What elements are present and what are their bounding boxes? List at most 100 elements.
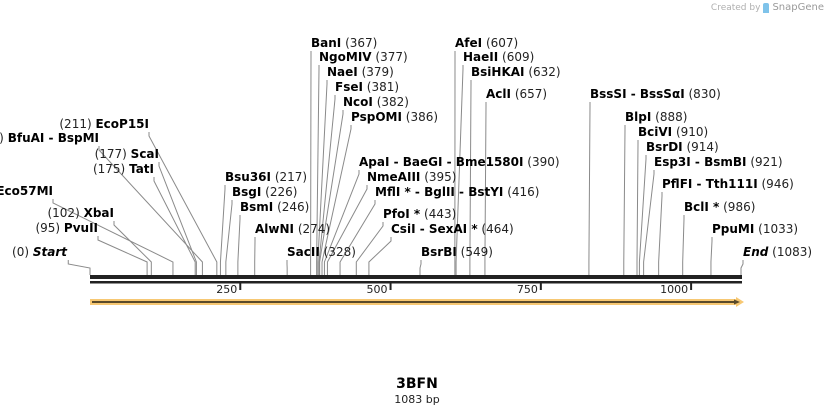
site-connector-line (643, 170, 655, 275)
site-label[interactable]: BsrDI (914) (646, 140, 719, 154)
site-label[interactable]: (0) Start (12, 245, 68, 259)
feature-arrow[interactable] (90, 297, 744, 307)
enzyme-name: BsmI (240, 200, 273, 214)
site-label[interactable]: End (1083) (743, 245, 812, 259)
site-connector-line (319, 110, 344, 275)
site-label[interactable]: Bsu36I (217) (225, 170, 307, 184)
site-label[interactable]: AclI (657) (486, 87, 547, 101)
site-position: (416) (507, 185, 539, 199)
sequence-name: 3BFN (396, 376, 438, 392)
enzyme-name: Esp3I - BsmBI (654, 155, 746, 169)
site-label[interactable]: NmeAIII (395) (367, 170, 456, 184)
site-label[interactable]: BsiHKAI (632) (471, 65, 561, 79)
site-label[interactable]: (138) BpmI - Eco57MI (0, 184, 53, 198)
site-position: (211) (59, 117, 91, 131)
site-label[interactable]: BciVI (910) (638, 125, 708, 139)
enzyme-name: ScaI (131, 147, 159, 161)
enzyme-name: SacII (287, 245, 320, 259)
enzyme-name: TatI (129, 162, 154, 176)
site-label[interactable]: BssSI - BssSαI (830) (590, 87, 721, 101)
site-label[interactable]: PflFI - Tth111I (946) (662, 177, 794, 191)
enzyme-name: XbaI (84, 206, 114, 220)
site-label[interactable]: (95) PvuII (35, 221, 98, 235)
site-label[interactable]: PfoI * (443) (383, 207, 456, 221)
ruler-ticks: 250 500 750 1000 (216, 283, 693, 296)
site-label[interactable]: NgoMIV (377) (319, 50, 408, 64)
site-position: (390) (527, 155, 559, 169)
enzyme-name: BsiHKAI (471, 65, 525, 79)
sequence-length: 1083 bp (394, 393, 440, 406)
site-connector-line (318, 95, 336, 275)
site-position: (946) (762, 177, 794, 191)
site-position: (395) (424, 170, 456, 184)
site-label[interactable]: FseI (381) (335, 80, 399, 94)
site-position: (379) (362, 65, 394, 79)
site-position: (443) (424, 207, 456, 221)
site-label[interactable]: BsgI (226) (232, 185, 297, 199)
enzyme-name: PvuII (64, 221, 98, 235)
sequence-backbone-bottom (90, 281, 742, 284)
site-connector-line (469, 80, 472, 275)
site-connector-line (455, 65, 464, 275)
site-label[interactable]: BsmI (246) (240, 200, 309, 214)
site-label[interactable]: PpuMI (1033) (712, 222, 798, 236)
enzyme-name: ApaI - BaeGI - Bme1580I (359, 155, 523, 169)
site-label[interactable]: BclI * (986) (684, 200, 755, 214)
site-connector-line (52, 199, 174, 275)
site-position: (95) (35, 221, 60, 235)
site-connector-line (153, 177, 196, 275)
site-label[interactable]: (175) TatI (93, 162, 154, 176)
site-label[interactable]: NaeI (379) (327, 65, 394, 79)
site-label[interactable]: (187) BfuAI - BspMI (0, 131, 99, 145)
ruler-tick-label: 500 (367, 283, 388, 296)
site-label[interactable]: Esp3I - BsmBI (921) (654, 155, 783, 169)
site-connector-line (158, 162, 197, 275)
sequence-backbone-top (90, 275, 742, 279)
site-label[interactable]: PspOMI (386) (351, 110, 438, 124)
site-label[interactable]: (102) XbaI (47, 206, 114, 220)
site-label[interactable]: AfeI (607) (455, 36, 518, 50)
enzyme-name: NaeI (327, 65, 358, 79)
site-label[interactable]: NcoI (382) (343, 95, 409, 109)
site-position: (187) (0, 131, 4, 145)
site-connector-line (317, 80, 328, 275)
site-connector-line (682, 215, 685, 275)
site-position: (246) (277, 200, 309, 214)
site-connector-line (623, 125, 626, 275)
site-label[interactable]: ApaI - BaeGI - Bme1580I (390) (359, 155, 560, 169)
site-position: (986) (723, 200, 755, 214)
site-connector-line (658, 192, 663, 275)
site-connector-line (636, 140, 639, 275)
site-label[interactable]: CsiI - SexAI * (464) (391, 222, 514, 236)
enzyme-name: End (743, 245, 769, 259)
site-label[interactable]: SacII (328) (287, 245, 356, 259)
ruler-tick-mark (690, 283, 693, 290)
site-connector-line (368, 237, 392, 275)
site-position: (609) (502, 50, 534, 64)
site-connector-line (740, 260, 744, 275)
ruler-tick-mark (239, 283, 242, 290)
site-connector-line (225, 200, 233, 275)
enzyme-name: BsrBI (421, 245, 457, 259)
site-position: (888) (655, 110, 687, 124)
site-connector-line (316, 65, 320, 275)
ruler-tick-label: 750 (517, 283, 538, 296)
site-label[interactable]: AlwNI (274) (255, 222, 330, 236)
enzyme-name: PflFI - Tth111I (662, 177, 758, 191)
site-connector-line (484, 102, 487, 275)
enzyme-name: PpuMI (712, 222, 754, 236)
ruler-tick-label: 1000 (660, 283, 688, 296)
site-connector-line (588, 102, 591, 275)
site-connector-line (419, 260, 422, 275)
site-label[interactable]: (177) ScaI (95, 147, 159, 161)
site-label[interactable]: MflI * - BglII - BstYI (416) (375, 185, 540, 199)
snapgene-credit: Created by SnapGene (711, 2, 824, 13)
site-label[interactable]: HaeII (609) (463, 50, 534, 64)
enzyme-name: EcoP15I (95, 117, 149, 131)
enzyme-name: MflI * - BglII - BstYI (375, 185, 503, 199)
site-label[interactable]: BanI (367) (311, 36, 377, 50)
site-label[interactable]: (211) EcoP15I (59, 117, 149, 131)
site-label[interactable]: BlpI (888) (625, 110, 687, 124)
site-label[interactable]: BsrBI (549) (421, 245, 493, 259)
site-position: (1083) (772, 245, 812, 259)
